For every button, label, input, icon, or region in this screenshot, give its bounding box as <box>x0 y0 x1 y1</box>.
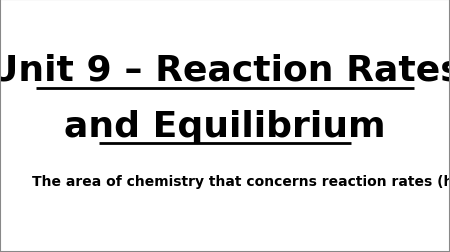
Text: Unit 9 – Reaction Rates: Unit 9 – Reaction Rates <box>0 54 450 87</box>
Text: and Equilibrium: and Equilibrium <box>64 109 386 143</box>
Text: The area of chemistry that concerns reaction rates (how fast a reaction occurs): The area of chemistry that concerns reac… <box>32 174 450 188</box>
